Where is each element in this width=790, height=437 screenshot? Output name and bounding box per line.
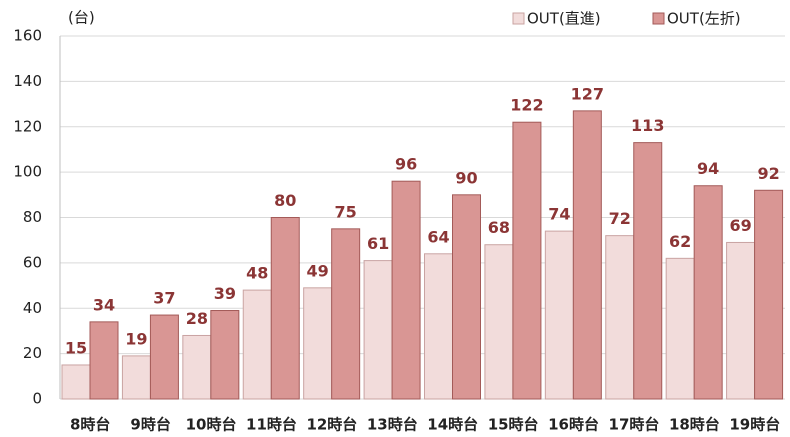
data-label: 74 (548, 205, 570, 224)
data-label: 19 (125, 329, 147, 348)
x-tick-label: 13時台 (367, 416, 418, 434)
y-tick-label: 80 (23, 208, 42, 226)
data-label: 68 (488, 218, 510, 237)
data-label: 72 (609, 209, 631, 228)
legend-label: OUT(左折) (667, 10, 741, 28)
data-label: 49 (307, 261, 329, 280)
bar (363, 260, 393, 400)
legend-swatch (512, 12, 525, 25)
bar (391, 180, 421, 400)
bar (512, 121, 542, 400)
y-tick-label: 160 (13, 27, 42, 45)
x-tick-label: 19時台 (729, 416, 780, 434)
data-label: 75 (335, 202, 357, 221)
x-tick-label: 15時台 (488, 416, 539, 434)
data-label: 94 (697, 159, 719, 178)
bar (484, 244, 514, 400)
bar (665, 257, 695, 400)
data-label: 28 (186, 309, 208, 328)
bar (121, 355, 151, 400)
x-tick-label: 10時台 (186, 416, 237, 434)
bar (149, 314, 179, 400)
x-tick-label: 17時台 (609, 416, 660, 434)
x-tick-label: 16時台 (548, 416, 599, 434)
data-label: 37 (153, 289, 175, 308)
x-tick-label: 14時台 (427, 416, 478, 434)
y-unit: (台) (68, 9, 95, 27)
bar (754, 189, 784, 400)
bar (605, 235, 635, 400)
bar (210, 310, 240, 400)
data-label: 127 (571, 84, 604, 103)
x-tick-label: 8時台 (70, 416, 110, 434)
data-label: 92 (757, 164, 779, 183)
x-tick-label: 11時台 (246, 416, 297, 434)
bar (61, 364, 91, 400)
bar (182, 334, 212, 400)
bar (633, 142, 663, 400)
data-label: 62 (669, 232, 691, 251)
legend-label: OUT(直進) (527, 10, 601, 28)
data-label: 39 (214, 284, 236, 303)
bar (726, 241, 756, 400)
data-label: 80 (274, 191, 296, 210)
bar (544, 230, 574, 400)
bar (452, 194, 481, 400)
data-label: 122 (510, 96, 543, 115)
x-tick-label: 9時台 (130, 416, 170, 434)
bar (89, 321, 119, 400)
bar (270, 217, 300, 400)
y-tick-label: 100 (13, 163, 42, 181)
bar (331, 228, 361, 400)
data-label: 90 (455, 168, 477, 187)
x-tick-label: 18時台 (669, 416, 720, 434)
y-tick-label: 20 (23, 344, 42, 362)
y-tick-label: 0 (32, 390, 42, 408)
bar (303, 287, 333, 400)
y-tick-label: 140 (13, 72, 42, 90)
data-label: 96 (395, 155, 417, 174)
y-tick-label: 120 (13, 117, 42, 135)
bar (242, 289, 272, 400)
data-label: 48 (246, 264, 268, 283)
data-label: 113 (631, 116, 664, 135)
data-label: 64 (427, 227, 449, 246)
legend-swatch (652, 12, 665, 25)
data-label: 15 (65, 338, 87, 357)
data-label: 69 (729, 216, 751, 235)
x-tick-label: 12時台 (306, 416, 357, 434)
y-tick-label: 40 (23, 299, 42, 317)
data-label: 34 (93, 295, 115, 314)
data-label: 61 (367, 234, 389, 253)
bar (693, 185, 723, 400)
bar (424, 253, 453, 400)
bar (572, 110, 602, 400)
y-tick-label: 60 (23, 253, 42, 271)
